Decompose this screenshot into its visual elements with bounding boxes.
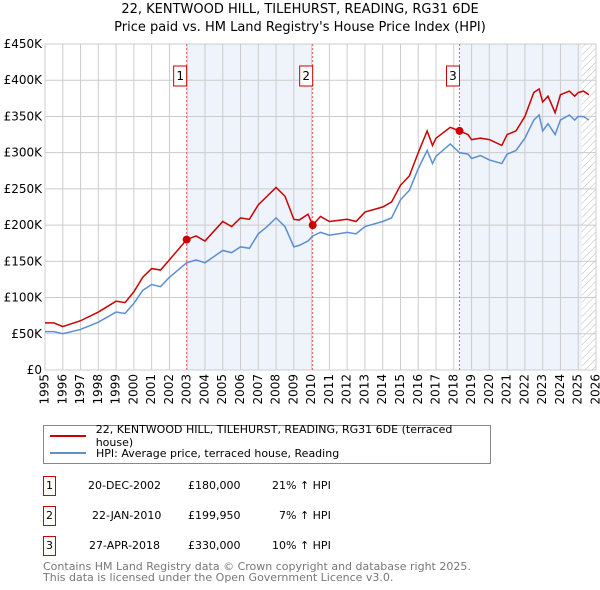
sale-point (308, 221, 317, 230)
footer-line: This data is licensed under the Open Gov… (43, 571, 394, 584)
y-tick-label: £0 (27, 363, 42, 377)
x-tick-label: 2000 (126, 374, 140, 405)
x-tick-label: 2023 (535, 374, 549, 405)
x-tick-label: 2015 (393, 374, 407, 405)
x-tick-label: 2021 (500, 374, 514, 405)
y-tick-label: £450K (4, 37, 44, 51)
y-tick-label: £150K (4, 254, 44, 268)
x-tick-label: 2009 (286, 374, 300, 405)
x-tick-label: 2022 (517, 374, 531, 405)
legend-item-property: 22, KENTWOOD HILL, TILEHURST, READING, R… (50, 423, 490, 449)
legend-label: HPI: Average price, terraced house, Read… (96, 446, 340, 460)
price-chart: 1995 1996 1997 1998 1999 2000 2001 2002 2003 2004… (4, 37, 600, 405)
y-tick-label: £200K (4, 218, 44, 232)
y-tick-label: £350K (4, 109, 44, 123)
hpi-diff: 7% ↑ HPI (279, 509, 331, 522)
x-tick-label: 2003 (180, 374, 194, 405)
x-tick-label: 2016 (411, 374, 425, 405)
sale-label-box (299, 65, 314, 87)
x-tick-label: 2013 (357, 374, 371, 405)
marker-badge: 1 (43, 476, 56, 496)
x-tick-label: 2010 (304, 374, 318, 405)
hpi-diff: 10% ↑ HPI (272, 539, 331, 552)
legend: 22, KENTWOOD HILL, TILEHURST, READING, R… (43, 423, 491, 464)
x-tick-label: 2004 (197, 374, 211, 405)
sale-label: 1 (176, 69, 184, 83)
x-tick-label: 2020 (482, 374, 496, 405)
x-tick-label: 1998 (91, 374, 105, 405)
x-tick-label: 2019 (464, 374, 478, 405)
y-tick-label: £400K (4, 73, 44, 87)
sale-label-box (173, 65, 188, 87)
x-tick-label: 1996 (55, 374, 69, 405)
x-tick-label: 2017 (429, 374, 443, 405)
x-tick-label: 1999 (109, 374, 123, 405)
x-tick-label: 2018 (446, 374, 460, 405)
red-line-swatch (50, 435, 86, 437)
x-tick-label: 1995 (38, 374, 52, 405)
date: 20-DEC-2002 (88, 479, 162, 492)
chart-title: 22, KENTWOOD HILL, TILEHURST, READING, R… (121, 2, 479, 17)
shaded-period (186, 44, 313, 370)
footer-line: Contains HM Land Registry data © Crown c… (43, 560, 471, 573)
x-tick-label: 2012 (340, 374, 354, 405)
y-tick-label: £100K (4, 291, 44, 305)
series-line (45, 113, 590, 335)
footer: Contains HM Land Registry data © Crown c… (43, 561, 471, 583)
marker-badge: 2 (43, 506, 56, 526)
x-tick-label: 2005 (215, 374, 229, 405)
sale-label: 3 (449, 69, 457, 83)
chart-subtitle: Price paid vs. HM Land Registry's House … (114, 20, 486, 35)
price: £180,000 (188, 479, 241, 492)
x-tick-label: 2006 (233, 374, 247, 405)
x-tick-label: 2011 (322, 374, 336, 405)
series-line (45, 87, 590, 328)
x-tick-label: 2026 (589, 374, 600, 405)
x-tick-label: 2008 (269, 374, 283, 405)
x-tick-label: 2025 (571, 374, 585, 405)
price: £330,000 (188, 539, 241, 552)
sale-label-box (445, 65, 460, 87)
date: 27-APR-2018 (89, 539, 161, 552)
x-tick-label: 1997 (73, 374, 87, 405)
future-hatch (581, 44, 596, 370)
sale-point (455, 126, 464, 135)
y-tick-label: £300K (4, 146, 44, 160)
blue-line-swatch (50, 452, 86, 454)
sale-point (182, 235, 191, 244)
y-tick-label: £50K (11, 327, 43, 341)
hpi-diff: 21% ↑ HPI (272, 479, 331, 492)
marker-badge: 3 (43, 536, 56, 556)
x-tick-label: 2014 (375, 374, 389, 405)
legend-item-hpi: HPI: Average price, terraced house, Read… (50, 445, 339, 461)
legend-label: 22, KENTWOOD HILL, TILEHURST, READING, R… (95, 423, 453, 449)
date: 22-JAN-2010 (92, 509, 162, 522)
sale-label: 2 (302, 69, 310, 83)
x-tick-label: 2024 (553, 374, 567, 405)
x-tick-label: 2002 (162, 374, 176, 405)
price: £199,950 (188, 509, 241, 522)
x-tick-label: 2001 (144, 374, 158, 405)
shaded-period (459, 44, 582, 370)
x-tick-label: 2007 (251, 374, 265, 405)
y-tick-label: £250K (4, 182, 44, 196)
